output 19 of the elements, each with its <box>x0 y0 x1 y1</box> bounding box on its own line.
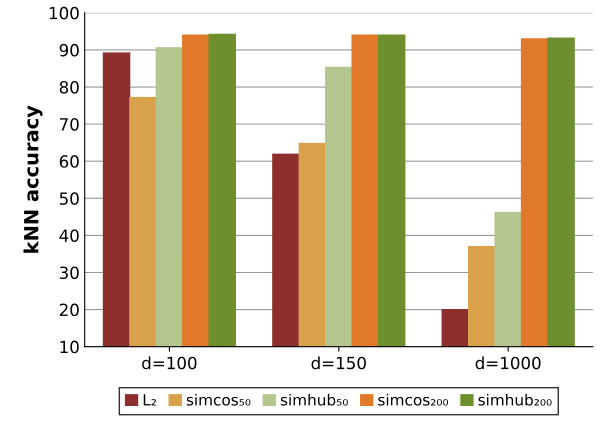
x-tick-label: d=1000 <box>476 356 541 370</box>
x-tick-label: d=150 <box>312 356 366 370</box>
y-tick-label: 70 <box>60 118 79 131</box>
legend-label: simhub₂₀₀ <box>478 394 552 406</box>
y-tick-label: 20 <box>60 304 79 316</box>
y-axis-title: kNN accuracy <box>24 106 42 253</box>
legend-label: simhub₅₀ <box>280 394 348 406</box>
legend-label: simcos₅₀ <box>186 394 250 406</box>
legend-label: simcos₂₀₀ <box>378 394 448 406</box>
y-tick-label: 90 <box>60 44 79 56</box>
x-tick-label: d=100 <box>142 356 196 370</box>
y-tick-label: 80 <box>60 80 79 94</box>
y-tick-label: 50 <box>60 192 79 205</box>
y-tick-label: 40 <box>59 229 79 242</box>
legend-label: L₂ <box>144 394 156 406</box>
y-tick-label: 10 <box>60 340 79 354</box>
y-tick-label: 60 <box>60 155 79 168</box>
y-tick-label: 100 <box>50 6 79 20</box>
y-tick-label: 30 <box>60 266 79 280</box>
